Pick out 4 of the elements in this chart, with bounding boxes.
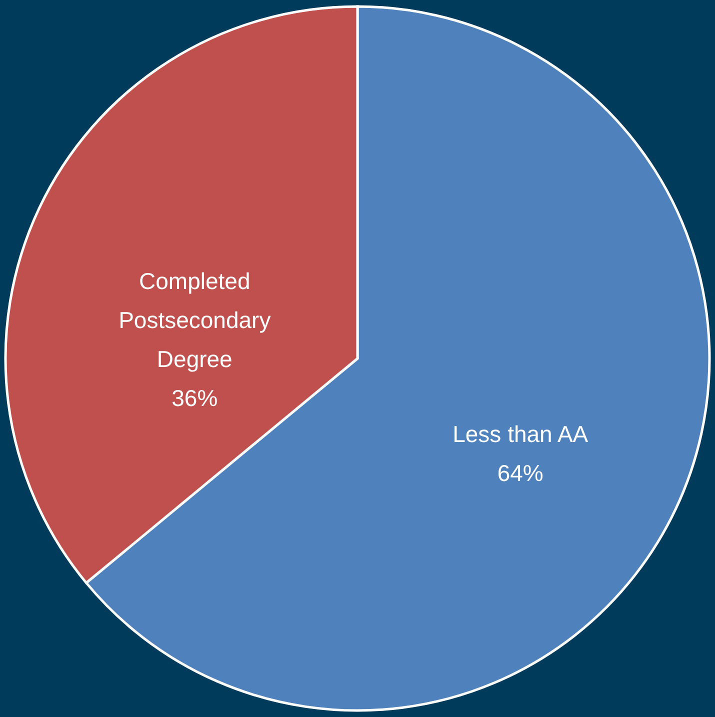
slice-label: Less than AA xyxy=(452,421,589,448)
slice-label: Completed Postsecondary Degree xyxy=(118,268,272,372)
data-label: 64% xyxy=(497,460,544,486)
data-label: 36% xyxy=(172,384,218,411)
